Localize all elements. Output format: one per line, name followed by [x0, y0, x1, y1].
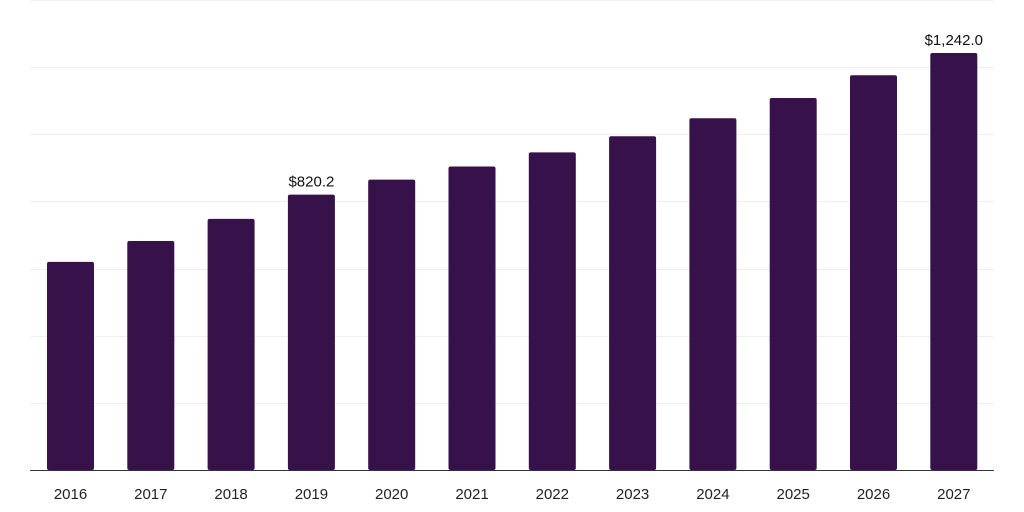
bar-2025[interactable]	[769, 98, 817, 470]
x-tick-label-2021: 2021	[455, 486, 488, 503]
bar-2018[interactable]	[207, 218, 255, 470]
bar-2016[interactable]	[47, 261, 94, 470]
data-label-2027: $1,242.0	[925, 32, 983, 49]
x-tick-label-2024: 2024	[696, 486, 729, 503]
x-tick-label-2027: 2027	[937, 486, 970, 503]
bar-2022[interactable]	[528, 152, 576, 470]
bar-2019[interactable]	[287, 194, 335, 470]
x-tick-label-2019: 2019	[295, 486, 328, 503]
bar-2024[interactable]	[689, 118, 737, 470]
bars	[47, 53, 978, 471]
x-tick-label-2023: 2023	[616, 486, 649, 503]
bar-2020[interactable]	[368, 179, 416, 470]
x-tick-label-2016: 2016	[54, 486, 87, 503]
x-tick-label-2025: 2025	[777, 486, 810, 503]
bar-2023[interactable]	[609, 136, 657, 471]
x-tick-label-2017: 2017	[134, 486, 167, 503]
bar-2026[interactable]	[850, 75, 897, 470]
x-tick-label-2022: 2022	[536, 486, 569, 503]
gridlines	[30, 0, 994, 404]
x-tick-label-2026: 2026	[857, 486, 890, 503]
bar-2017[interactable]	[127, 241, 175, 470]
x-axis-tick-labels: 2016 2017 2018 2019 2020 2021 2022 2023 2024 2025…	[54, 486, 971, 503]
bar-2021[interactable]	[448, 166, 496, 471]
data-label-2019: $820.2	[288, 174, 334, 191]
bar-2027[interactable]	[930, 53, 978, 470]
data-labels: $820.2 $1,242.0	[288, 32, 983, 191]
x-tick-label-2018: 2018	[214, 486, 247, 503]
x-tick-label-2020: 2020	[375, 486, 408, 503]
